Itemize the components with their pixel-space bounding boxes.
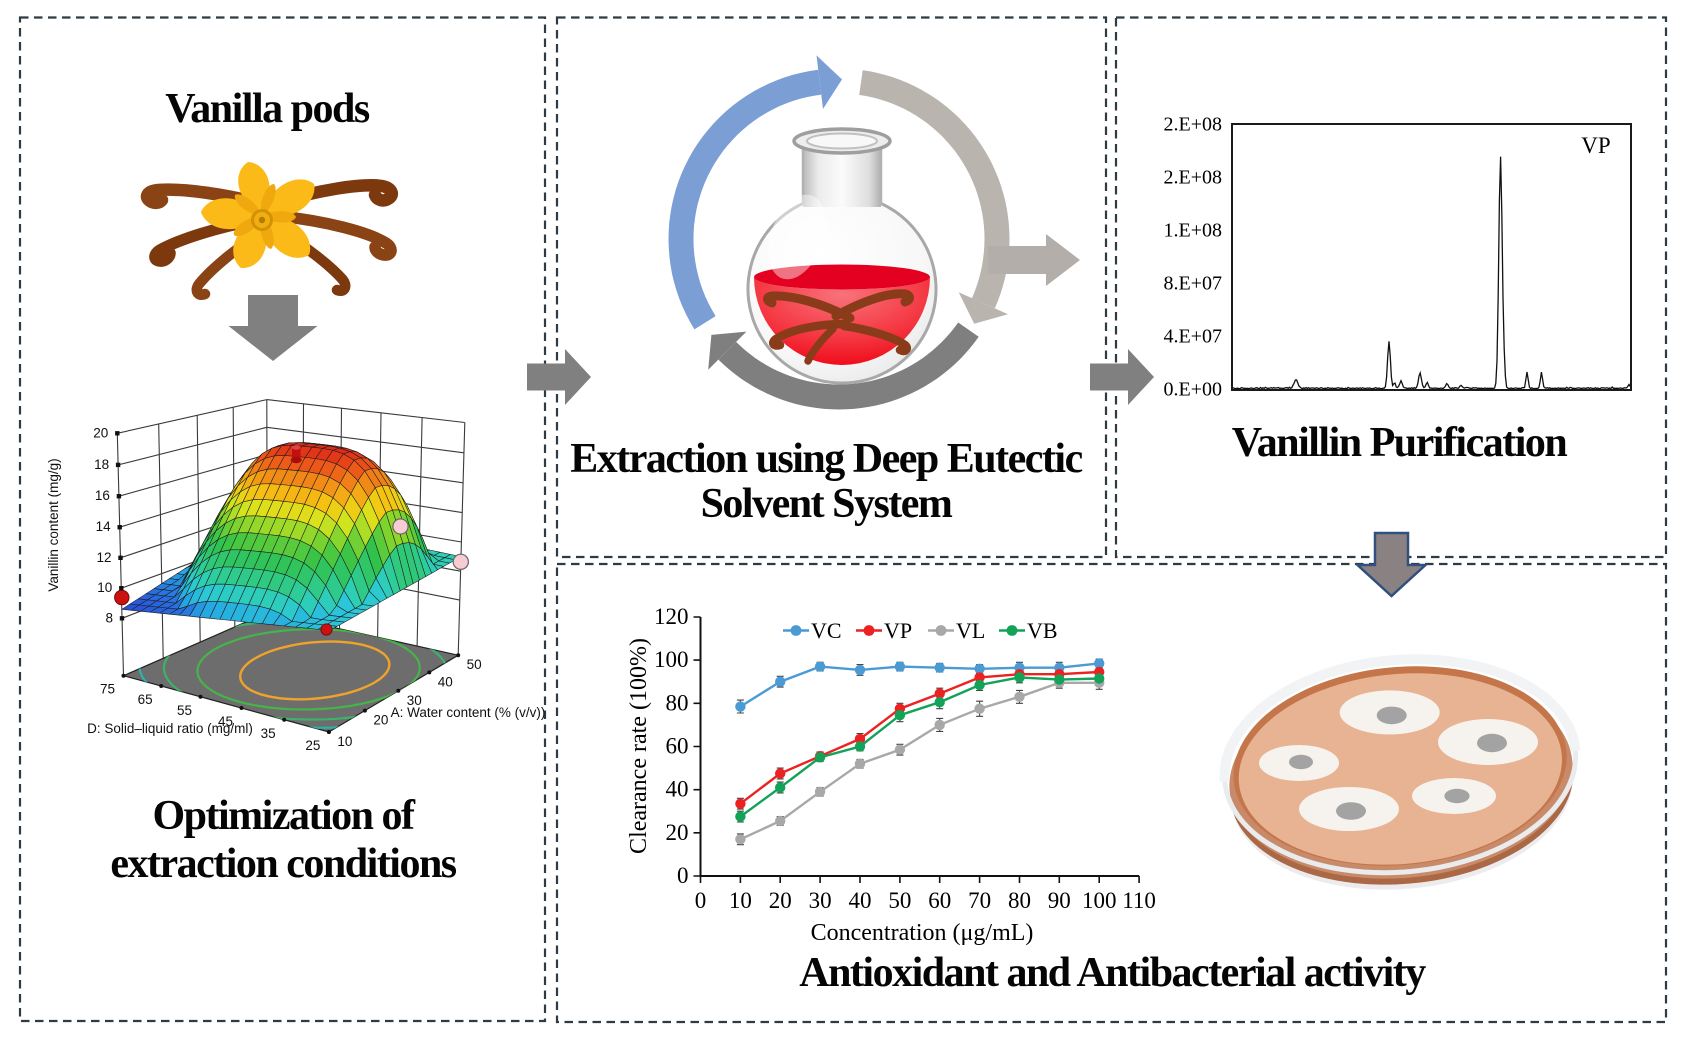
svg-text:14: 14	[96, 519, 112, 534]
svg-text:20: 20	[666, 820, 689, 845]
svg-text:50: 50	[888, 888, 911, 913]
svg-text:VP: VP	[1581, 133, 1610, 158]
svg-text:Vanilla pods: Vanilla pods	[165, 86, 370, 132]
svg-text:65: 65	[138, 692, 153, 707]
svg-text:D: Solid–liquid ratio (mg/ml): D: Solid–liquid ratio (mg/ml)	[87, 721, 253, 736]
svg-text:A: Water content (% (v/v)): A: Water content (% (v/v))	[391, 705, 546, 720]
svg-text:VC: VC	[811, 618, 842, 643]
svg-text:12: 12	[96, 550, 111, 565]
svg-text:8: 8	[105, 610, 113, 625]
svg-text:2.E+08: 2.E+08	[1164, 167, 1223, 189]
svg-text:45: 45	[218, 714, 233, 729]
svg-text:55: 55	[177, 703, 192, 718]
svg-text:Antioxidant and Antibacterial: Antioxidant and Antibacterial activity	[799, 950, 1426, 996]
svg-text:90: 90	[1048, 888, 1071, 913]
svg-text:10: 10	[337, 734, 352, 749]
svg-text:0: 0	[677, 863, 689, 888]
svg-text:extraction conditions: extraction conditions	[110, 841, 456, 887]
svg-text:Vanillin content (mg/g): Vanillin content (mg/g)	[46, 458, 61, 591]
svg-text:Clearance rate (100%): Clearance rate (100%)	[626, 638, 652, 854]
svg-text:VB: VB	[1027, 618, 1058, 643]
svg-text:0: 0	[695, 888, 707, 913]
svg-text:30: 30	[809, 888, 832, 913]
svg-text:10: 10	[97, 580, 112, 595]
svg-text:Extraction using Deep Eutectic: Extraction using Deep Eutectic	[570, 436, 1082, 482]
svg-text:40: 40	[849, 888, 872, 913]
svg-text:120: 120	[654, 604, 689, 629]
svg-text:Optimization of: Optimization of	[153, 793, 416, 839]
svg-text:18: 18	[94, 457, 109, 472]
svg-text:50: 50	[467, 657, 482, 672]
svg-text:35: 35	[261, 726, 276, 741]
svg-text:40: 40	[666, 777, 689, 802]
svg-text:80: 80	[666, 690, 689, 715]
svg-text:VL: VL	[956, 618, 985, 643]
svg-text:100: 100	[654, 647, 689, 672]
svg-text:70: 70	[968, 888, 991, 913]
svg-text:VP: VP	[884, 618, 912, 643]
svg-text:60: 60	[666, 734, 689, 759]
svg-text:Concentration (μg/mL): Concentration (μg/mL)	[811, 920, 1034, 946]
svg-text:4.E+07: 4.E+07	[1164, 326, 1223, 348]
svg-text:16: 16	[95, 488, 110, 503]
svg-text:1.E+08: 1.E+08	[1164, 220, 1223, 242]
svg-text:0.E+00: 0.E+00	[1164, 379, 1223, 401]
svg-text:20: 20	[769, 888, 792, 913]
svg-text:2.E+08: 2.E+08	[1164, 114, 1223, 136]
svg-text:10: 10	[729, 888, 752, 913]
svg-text:60: 60	[928, 888, 951, 913]
svg-text:25: 25	[305, 738, 320, 753]
svg-text:80: 80	[1008, 888, 1031, 913]
svg-text:75: 75	[100, 682, 115, 697]
svg-text:Solvent System: Solvent System	[701, 481, 953, 527]
svg-text:30: 30	[407, 693, 422, 708]
svg-text:40: 40	[438, 674, 453, 689]
svg-text:Vanillin Purification: Vanillin Purification	[1232, 420, 1568, 466]
svg-text:100: 100	[1082, 888, 1117, 913]
svg-text:20: 20	[373, 713, 388, 728]
svg-text:8.E+07: 8.E+07	[1164, 273, 1223, 295]
svg-text:20: 20	[93, 425, 108, 440]
svg-text:110: 110	[1122, 888, 1156, 913]
